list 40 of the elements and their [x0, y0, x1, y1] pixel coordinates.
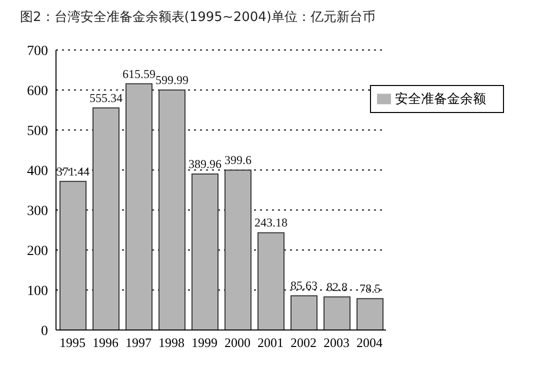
bar	[324, 296, 350, 330]
x-tick-label: 2000	[224, 335, 250, 350]
y-tick-label: 100	[27, 284, 48, 299]
y-tick-label: 0	[41, 324, 48, 339]
x-tick-label: 2001	[258, 335, 284, 350]
y-tick-label: 400	[27, 164, 48, 179]
bar	[290, 295, 318, 330]
bar	[224, 170, 252, 330]
bar	[158, 90, 186, 330]
data-label: 615.59	[122, 66, 156, 81]
data-label: 599.99	[156, 73, 188, 88]
bar	[192, 174, 218, 330]
bar	[356, 298, 384, 330]
x-tick-label: 2004	[356, 335, 383, 350]
y-tick-label: 500	[27, 124, 48, 139]
bar	[126, 83, 152, 330]
x-tick-label: 2003	[324, 335, 350, 350]
bar	[60, 180, 86, 330]
bar	[258, 232, 284, 330]
x-tick-label: 1995	[60, 335, 86, 350]
x-tick-label: 1997	[126, 335, 152, 350]
data-label: 389.96	[188, 157, 222, 172]
bar	[92, 107, 120, 330]
x-tick-label: 1999	[192, 335, 218, 350]
y-tick-label: 600	[27, 84, 48, 99]
data-label: 82.8	[326, 280, 348, 294]
y-tick-label: 700	[27, 44, 48, 59]
x-tick-label: 1998	[158, 335, 184, 350]
legend-label: 安全准备金余额	[395, 91, 486, 106]
y-tick-label: 200	[27, 244, 48, 259]
data-label: 371.44	[56, 164, 90, 178]
data-label: 399.6	[224, 153, 252, 168]
x-tick-label: 2002	[290, 335, 316, 350]
data-label: 85.63	[290, 278, 318, 293]
chart-title: 图2：台湾安全准备金余额表(1995~2004)单位：亿元新台币	[20, 9, 376, 27]
y-tick-label: 300	[27, 204, 48, 219]
data-label: 78.5	[360, 282, 380, 296]
x-tick-label: 1996	[92, 335, 119, 350]
data-label: 555.34	[90, 90, 122, 105]
data-label: 243.18	[254, 216, 288, 230]
